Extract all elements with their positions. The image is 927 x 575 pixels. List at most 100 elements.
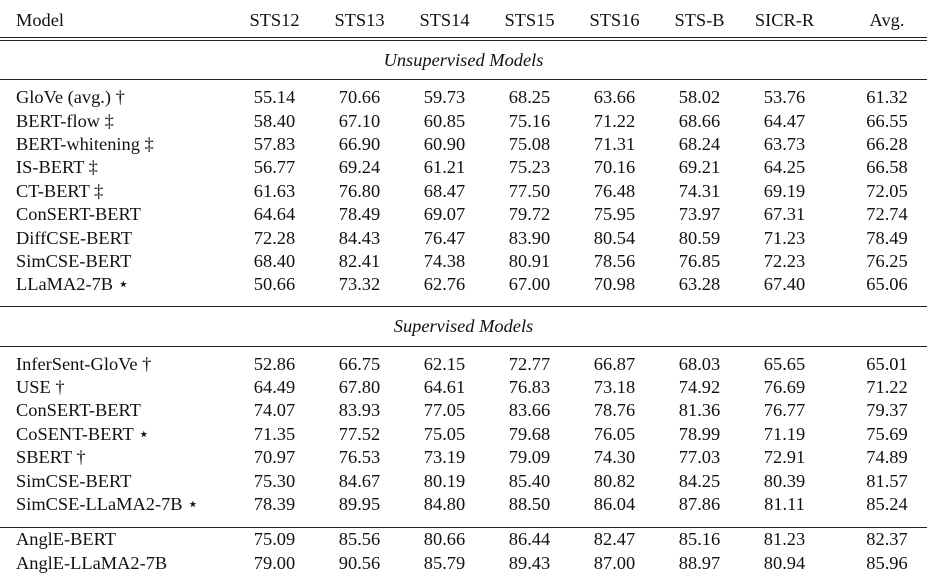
column-header: STS16 [589, 9, 640, 30]
score-cell: 66.58 [866, 157, 908, 178]
model-name-cell: LLaMA2-7B ⋆ [16, 274, 130, 295]
score-cell: 84.80 [423, 494, 466, 515]
horizontal-rule [0, 40, 927, 41]
score-cell: 73.18 [593, 377, 636, 398]
score-cell: 57.83 [253, 133, 296, 154]
table-row: IS-BERT ‡ 56.77 69.24 61.21 75.23 70.16 69.21 6… [0, 156, 927, 179]
score-cell: 87.86 [678, 494, 721, 515]
score-cell: 66.55 [866, 110, 908, 131]
table-row: DiffCSE-BERT 72.28 84.43 76.47 83.90 80.54 80.… [0, 226, 927, 249]
score-cell: 62.76 [423, 274, 466, 295]
horizontal-rule [0, 306, 927, 307]
score-cell: 80.54 [593, 227, 636, 248]
score-cell: 56.77 [253, 157, 296, 178]
table-row: AnglE-LLaMA2-7B 79.00 90.56 85.79 89.43 87.00… [0, 552, 927, 575]
score-cell: 90.56 [338, 552, 381, 573]
score-cell: 82.41 [338, 250, 381, 271]
score-cell: 84.43 [338, 227, 381, 248]
model-name-cell: DiffCSE-BERT [16, 227, 133, 248]
score-cell: 85.79 [423, 552, 466, 573]
score-cell: 77.05 [423, 400, 466, 421]
score-cell: 77.50 [508, 180, 551, 201]
score-cell: 85.56 [338, 529, 381, 550]
score-cell: 81.11 [764, 494, 805, 515]
section-title: Supervised Models [393, 316, 534, 337]
score-cell: 60.85 [423, 110, 466, 131]
model-name-cell: SBERT † [16, 447, 86, 468]
score-cell: 64.25 [763, 157, 806, 178]
score-cell: 84.25 [678, 470, 721, 491]
score-cell: 64.47 [763, 110, 806, 131]
score-cell: 78.56 [593, 250, 636, 271]
score-cell: 78.49 [338, 204, 381, 225]
score-cell: 67.00 [508, 274, 551, 295]
horizontal-rule [0, 527, 927, 528]
score-cell: 75.95 [593, 204, 636, 225]
score-cell: 87.00 [593, 552, 636, 573]
score-cell: 80.59 [678, 227, 721, 248]
score-cell: 76.85 [678, 250, 721, 271]
column-header: Avg. [869, 9, 905, 30]
table-row: SimCSE-LLaMA2-7B ⋆ 78.39 89.95 84.80 88.50 86… [0, 493, 927, 516]
column-header: Model [16, 9, 65, 30]
score-cell: 78.49 [866, 227, 908, 248]
score-cell: 85.96 [866, 552, 908, 573]
score-cell: 63.66 [593, 87, 636, 108]
score-cell: 83.93 [338, 400, 381, 421]
header-row: Model STS12 STS13 STS14 STS15 STS16 STS-B SICR-… [0, 0, 927, 40]
score-cell: 67.31 [763, 204, 806, 225]
score-cell: 74.07 [253, 400, 296, 421]
score-cell: 68.66 [678, 110, 721, 131]
section-title-row: Supervised Models [0, 307, 927, 347]
score-cell: 71.31 [593, 133, 636, 154]
model-name-cell: InferSent-GloVe † [16, 353, 152, 374]
score-cell: 65.06 [866, 274, 908, 295]
score-cell: 63.28 [678, 274, 721, 295]
score-cell: 59.73 [423, 87, 466, 108]
score-cell: 70.97 [253, 447, 296, 468]
score-cell: 53.76 [763, 87, 806, 108]
model-name-cell: AnglE-LLaMA2-7B [16, 552, 168, 573]
score-cell: 66.28 [866, 133, 908, 154]
score-cell: 75.05 [423, 423, 466, 444]
score-cell: 86.04 [593, 494, 636, 515]
column-header: STS15 [504, 9, 555, 30]
score-cell: 77.52 [338, 423, 381, 444]
section-title: Unsupervised Models [383, 49, 544, 70]
model-name-cell: BERT-whitening ‡ [16, 133, 154, 154]
score-cell: 76.83 [508, 377, 551, 398]
model-name-cell: BERT-flow ‡ [16, 110, 114, 131]
table-row: AnglE-BERT 75.09 85.56 80.66 86.44 82.47 85.16… [0, 528, 927, 551]
score-cell: 69.07 [423, 204, 466, 225]
score-cell: 78.76 [593, 400, 636, 421]
column-header: STS13 [334, 9, 385, 30]
score-cell: 80.91 [508, 250, 551, 271]
score-cell: 72.74 [866, 204, 908, 225]
score-cell: 79.09 [508, 447, 551, 468]
score-cell: 75.08 [508, 133, 551, 154]
table-row: SBERT † 70.97 76.53 73.19 79.09 74.30 77.03 72.… [0, 446, 927, 469]
score-cell: 79.37 [866, 400, 908, 421]
model-name-cell: SimCSE-BERT [16, 250, 132, 271]
score-cell: 75.30 [253, 470, 296, 491]
table-row: USE † 64.49 67.80 64.61 76.83 73.18 74.92 76.69… [0, 376, 927, 399]
score-cell: 80.19 [423, 470, 466, 491]
score-cell: 74.31 [678, 180, 721, 201]
table-row: BERT-flow ‡ 58.40 67.10 60.85 75.16 71.22 68.6… [0, 109, 927, 132]
score-cell: 82.47 [593, 529, 636, 550]
score-cell: 67.10 [338, 110, 381, 131]
table-row: LLaMA2-7B ⋆ 50.66 73.32 62.76 67.00 70.98 63.2… [0, 273, 927, 296]
model-name-cell: ConSERT-BERT [16, 204, 141, 225]
table-row: ConSERT-BERT 74.07 83.93 77.05 83.66 78.76 81.… [0, 399, 927, 422]
score-cell: 84.67 [338, 470, 381, 491]
model-name-cell: CoSENT-BERT ⋆ [16, 423, 150, 444]
score-cell: 73.19 [423, 447, 466, 468]
score-cell: 68.47 [423, 180, 466, 201]
table-row: SimCSE-BERT 68.40 82.41 74.38 80.91 78.56 76.8… [0, 250, 927, 273]
score-cell: 89.43 [508, 552, 551, 573]
model-name-cell: SimCSE-BERT [16, 470, 132, 491]
column-header: SICR-R [754, 9, 815, 30]
score-cell: 86.44 [508, 529, 551, 550]
score-cell: 68.25 [508, 87, 551, 108]
